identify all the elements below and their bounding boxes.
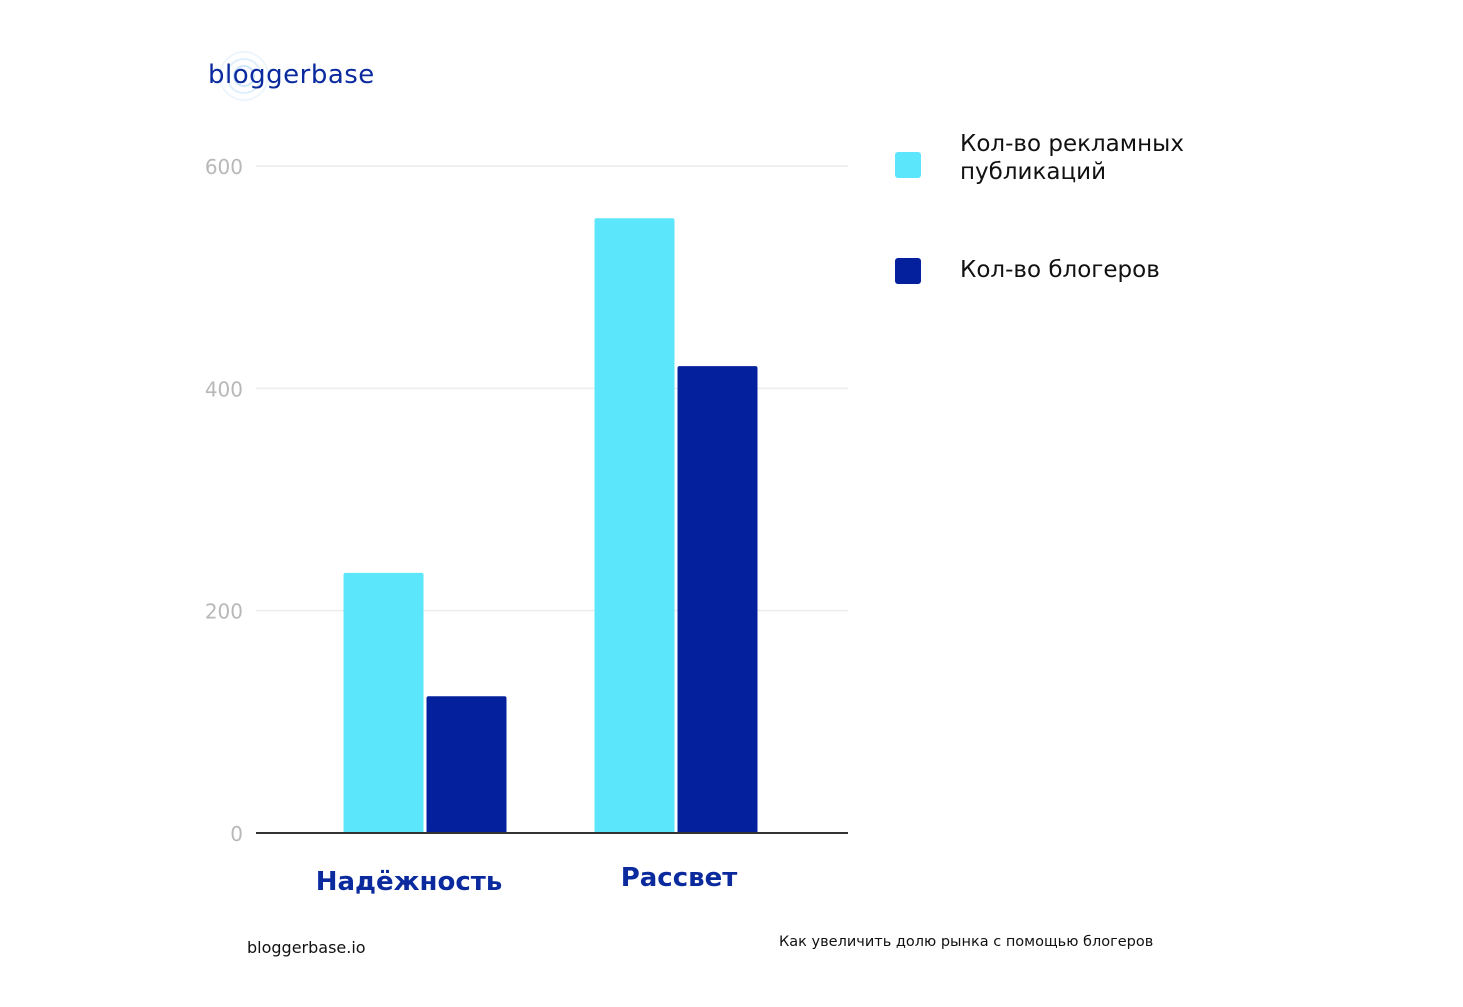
y-tick-label: 0: [230, 822, 243, 846]
y-tick-label: 400: [205, 377, 243, 401]
category-label: Рассвет: [621, 863, 738, 893]
y-tick-label: 200: [205, 600, 243, 624]
footer-site: bloggerbase.io: [247, 938, 366, 957]
y-tick-label: 600: [205, 155, 243, 179]
y-axis-ticks: 0 200 400 600: [205, 155, 243, 846]
legend-swatch-publications: [895, 152, 921, 178]
bar-publications-0: [343, 572, 424, 833]
category-labels: Надёжность Рассвет: [316, 863, 738, 897]
bloggerbase-logo: bloggerbase: [208, 51, 408, 108]
bar-bloggers-1: [677, 366, 758, 833]
legend-swatch-bloggers: [895, 258, 921, 284]
legend-label-publications: Кол-во рекламных публикаций: [960, 131, 1184, 185]
bar-publications-1: [594, 218, 675, 833]
grid-lines: [256, 165, 848, 612]
category-label: Надёжность: [316, 867, 503, 897]
bar-bloggers-0: [426, 696, 507, 833]
footer-title: Как увеличить долю рынка с помощью блоге…: [779, 934, 1154, 950]
signal-rings-icon: [219, 51, 269, 101]
bars: [343, 218, 758, 833]
logo-text: bloggerbase: [208, 60, 375, 90]
legend-label-bloggers: Кол-во блогеров: [960, 257, 1160, 283]
